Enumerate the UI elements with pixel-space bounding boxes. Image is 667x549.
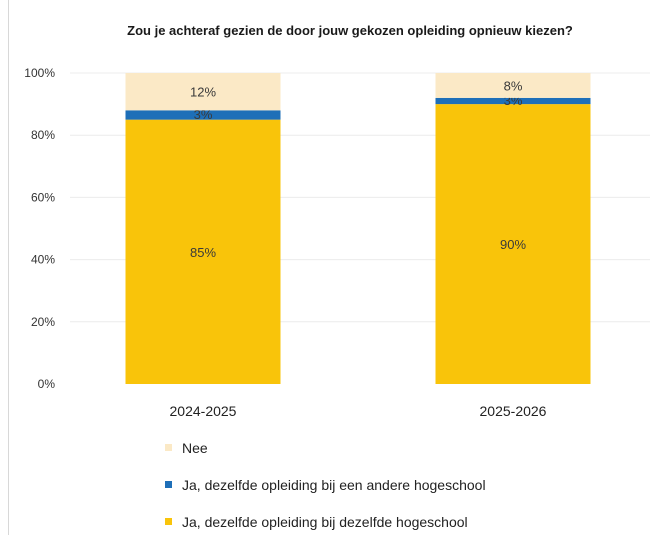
legend-label: Ja, dezelfde opleiding bij een andere ho… <box>182 476 486 493</box>
data-label: 8% <box>504 78 523 93</box>
y-tick-label: 80% <box>31 128 55 142</box>
bar-segment <box>125 110 281 120</box>
legend-label: Nee <box>182 439 208 456</box>
y-tick-label: 100% <box>24 66 55 80</box>
legend-item: Nee <box>165 438 486 457</box>
data-label: 90% <box>500 237 526 252</box>
data-label: 3% <box>194 107 213 122</box>
legend-swatch <box>165 481 172 488</box>
bar-segment <box>125 73 281 111</box>
y-tick-label: 20% <box>31 315 55 329</box>
bar-segment <box>435 97 591 105</box>
y-tick-label: 0% <box>38 377 56 391</box>
chart-title: Zou je achteraf gezien de door jouw geko… <box>127 23 573 38</box>
legend-swatch <box>165 518 172 525</box>
y-tick-label: 40% <box>31 253 55 267</box>
legend-item: Ja, dezelfde opleiding bij een andere ho… <box>165 475 486 494</box>
bar-segment <box>435 73 591 98</box>
data-label: 85% <box>190 245 216 260</box>
chart-legend: Nee Ja, dezelfde opleiding bij een andere… <box>165 438 486 549</box>
x-tick-label: 2025-2026 <box>480 403 547 419</box>
bar-segment <box>435 104 591 384</box>
x-tick-label: 2024-2025 <box>170 403 237 419</box>
stacked-bar-chart: 0%20%40%60%80%100%85%3%12%2024-202590%3%… <box>24 66 650 419</box>
legend-swatch <box>165 444 172 451</box>
legend-item: Ja, dezelfde opleiding bij dezelfde hoge… <box>165 512 486 531</box>
y-tick-label: 60% <box>31 190 55 204</box>
legend-label: Ja, dezelfde opleiding bij dezelfde hoge… <box>182 513 468 530</box>
chart-frame <box>8 0 667 535</box>
data-label: 12% <box>190 85 216 100</box>
bar-segment <box>125 119 281 385</box>
